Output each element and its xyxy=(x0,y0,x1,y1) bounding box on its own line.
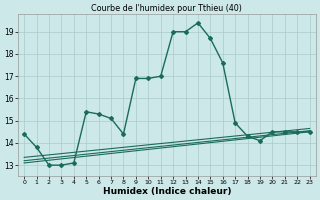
X-axis label: Humidex (Indice chaleur): Humidex (Indice chaleur) xyxy=(103,187,231,196)
Title: Courbe de l'humidex pour Tthieu (40): Courbe de l'humidex pour Tthieu (40) xyxy=(92,4,242,13)
